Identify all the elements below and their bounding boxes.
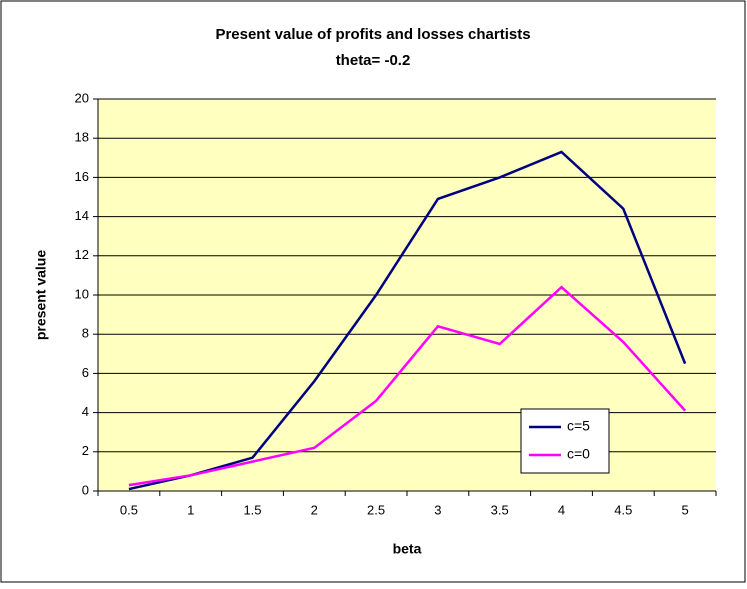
y-tick-label: 0 bbox=[82, 482, 89, 497]
x-tick-label: 3.5 bbox=[491, 502, 509, 517]
y-tick-label: 14 bbox=[75, 208, 89, 223]
y-tick-label: 2 bbox=[82, 443, 89, 458]
chart-subtitle: theta= -0.2 bbox=[336, 52, 411, 69]
legend-label: c=0 bbox=[567, 446, 590, 462]
x-tick-label: 4.5 bbox=[614, 502, 632, 517]
x-axis-label: beta bbox=[393, 541, 422, 557]
x-tick-label: 0.5 bbox=[120, 502, 138, 517]
legend-label: c=5 bbox=[567, 418, 590, 434]
x-tick-label: 4 bbox=[558, 502, 565, 517]
y-tick-label: 4 bbox=[82, 404, 89, 419]
x-tick-label: 1 bbox=[187, 502, 194, 517]
y-tick-label: 18 bbox=[75, 130, 89, 145]
y-tick-label: 20 bbox=[75, 90, 89, 105]
x-tick-label: 5 bbox=[681, 502, 688, 517]
x-tick-label: 3 bbox=[434, 502, 441, 517]
chart-title: Present value of profits and losses char… bbox=[215, 26, 530, 43]
x-tick-label: 2.5 bbox=[367, 502, 385, 517]
y-axis-label: present value bbox=[33, 250, 49, 340]
line-series bbox=[128, 150, 687, 491]
legend-box bbox=[520, 408, 610, 474]
y-tick-label: 10 bbox=[75, 286, 89, 301]
y-tick-label: 8 bbox=[82, 326, 89, 341]
line-series bbox=[128, 285, 687, 487]
y-tick-label: 16 bbox=[75, 169, 89, 184]
x-tick-label: 1.5 bbox=[243, 502, 261, 517]
x-tick-label: 2 bbox=[311, 502, 318, 517]
y-tick-label: 6 bbox=[82, 365, 89, 380]
y-tick-label: 12 bbox=[75, 247, 89, 262]
